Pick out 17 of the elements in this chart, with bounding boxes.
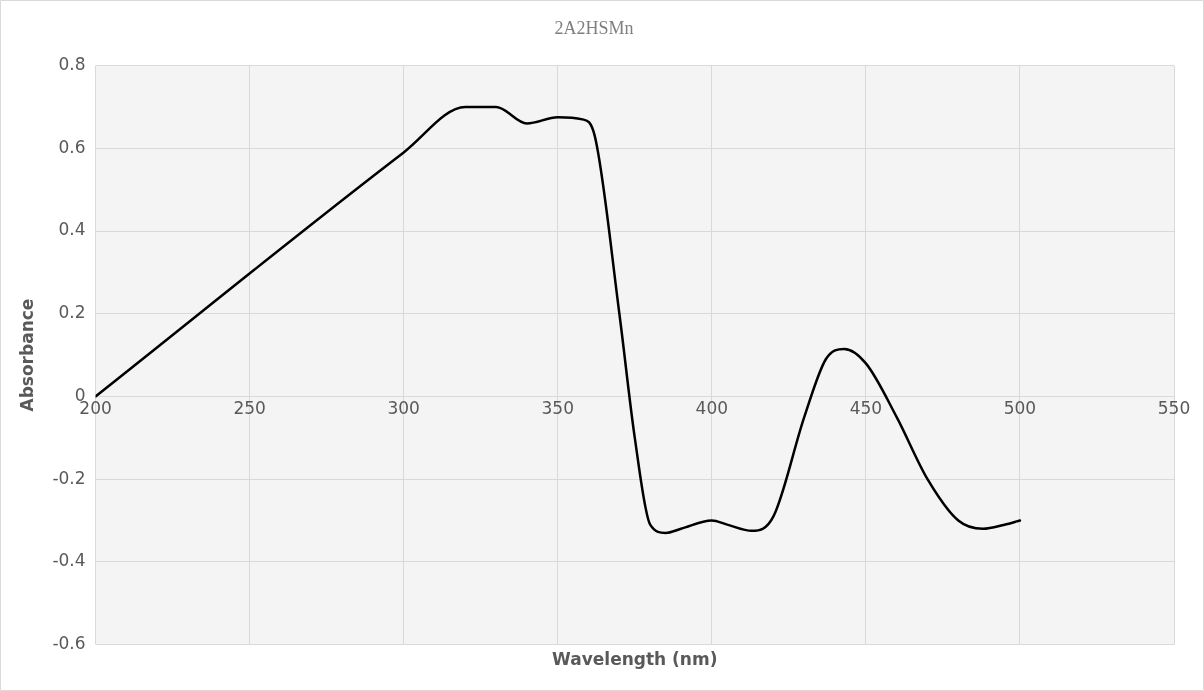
x-tick-label: 350 xyxy=(541,398,574,419)
y-tick-label: -0.2 xyxy=(52,467,86,488)
y-tick-label: 0.4 xyxy=(58,219,86,240)
y-tick-label: 0.6 xyxy=(58,136,86,157)
x-tick-label: 400 xyxy=(695,398,729,419)
x-tick-label: 550 xyxy=(1157,398,1191,419)
x-tick-label: 450 xyxy=(849,398,883,419)
y-tick-label: 0.8 xyxy=(58,54,86,75)
y-axis-title: Absorbance xyxy=(16,298,37,412)
y-tick-label: -0.4 xyxy=(52,550,86,571)
x-tick-label: 300 xyxy=(387,398,420,419)
x-tick-label: 250 xyxy=(233,398,266,419)
x-tick-label: 500 xyxy=(1003,398,1037,419)
chart-title: 2A2HSMn xyxy=(554,17,634,38)
x-axis-title: Wavelength (nm) xyxy=(552,649,718,670)
y-tick-label: 0.2 xyxy=(58,302,86,323)
y-tick-label: -0.6 xyxy=(52,633,86,654)
